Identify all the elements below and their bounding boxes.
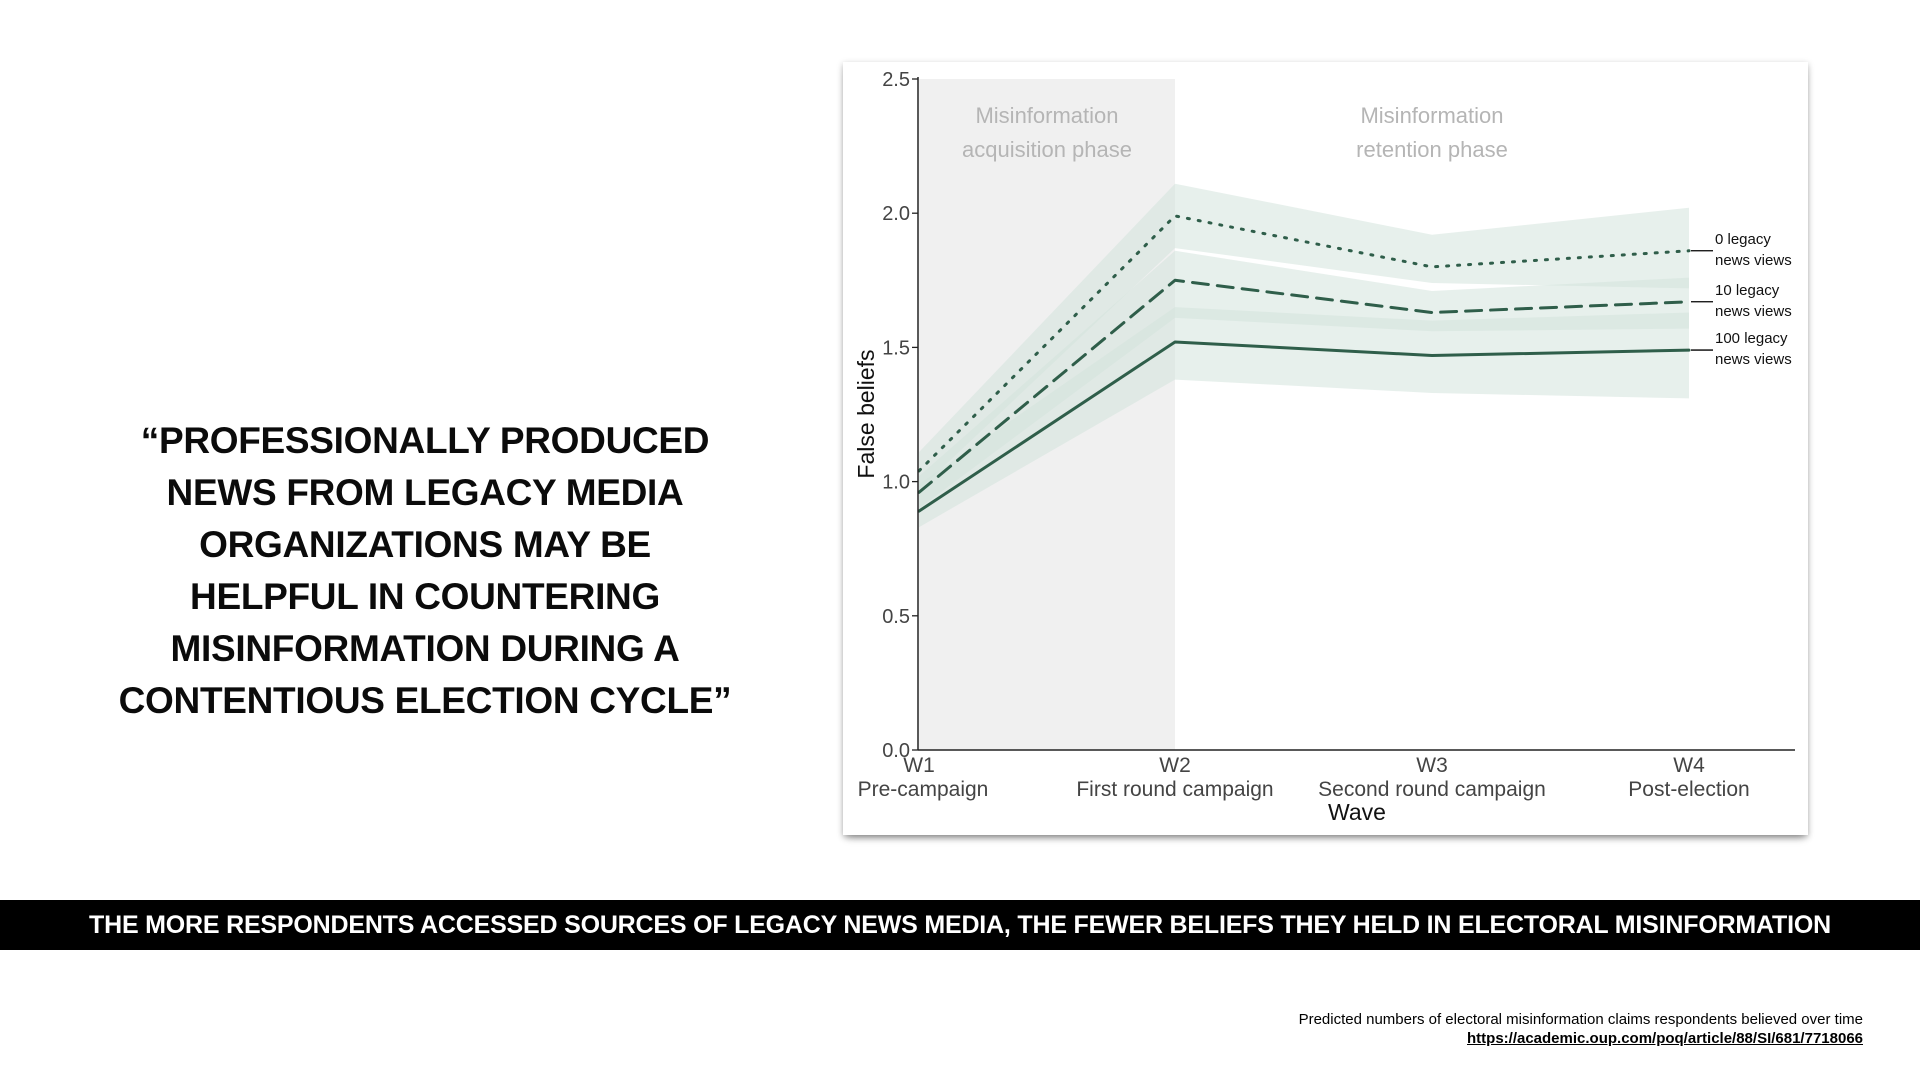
y-tick-label: 2.5 xyxy=(882,69,910,91)
x-tick-sublabel: Pre-campaign xyxy=(858,778,989,801)
legend-label: news views xyxy=(1715,303,1792,320)
phase-label: Misinformation xyxy=(1360,103,1503,128)
quote-line: “PROFESSIONALLY PRODUCED xyxy=(140,420,710,461)
x-tick-sublabel: First round campaign xyxy=(1076,778,1273,801)
pull-quote: “PROFESSIONALLY PRODUCED NEWS FROM LEGAC… xyxy=(60,415,790,727)
legend-label: 0 legacy xyxy=(1715,231,1771,248)
quote-line: MISINFORMATION DURING A xyxy=(170,628,680,669)
phase-label: retention phase xyxy=(1356,137,1508,162)
y-axis-title: False beliefs xyxy=(853,349,879,478)
confidence-band xyxy=(919,307,1689,528)
series-line xyxy=(917,278,1691,494)
y-tick-label: 0.0 xyxy=(882,740,910,762)
x-axis-title: Wave xyxy=(1328,799,1386,825)
series-line xyxy=(917,340,1691,513)
x-tick-label: W3 xyxy=(1416,754,1448,777)
y-tick-label: 1.5 xyxy=(882,337,910,359)
y-tick-label: 1.0 xyxy=(882,472,910,494)
legend-label: news views xyxy=(1715,351,1792,368)
caption-description: Predicted numbers of electoral misinform… xyxy=(1298,1011,1863,1028)
source-caption: Predicted numbers of electoral misinform… xyxy=(1299,1010,1863,1048)
x-tick-sublabel: Second round campaign xyxy=(1318,778,1546,801)
legend-label: news views xyxy=(1715,252,1792,269)
phase-label: Misinformation xyxy=(975,103,1118,128)
source-link[interactable]: https://academic.oup.com/poq/article/88/… xyxy=(1467,1030,1863,1047)
y-tick-label: 2.0 xyxy=(882,203,910,225)
x-tick-sublabel: Post-election xyxy=(1628,778,1749,801)
quote-line: HELPFUL IN COUNTERING xyxy=(190,576,660,617)
x-tick-label: W1 xyxy=(903,754,935,777)
x-tick-label: W4 xyxy=(1673,754,1705,777)
headline-banner: THE MORE RESPONDENTS ACCESSED SOURCES OF… xyxy=(0,900,1920,950)
chart-card: Misinformation acquisition phase Misinform… xyxy=(843,62,1808,835)
x-tick-label: W2 xyxy=(1159,754,1191,777)
confidence-band xyxy=(919,250,1689,509)
false-beliefs-chart: Misinformation acquisition phase Misinform… xyxy=(853,69,1795,825)
y-tick-label: 0.5 xyxy=(882,606,910,628)
confidence-band xyxy=(919,183,1689,490)
phase-label: acquisition phase xyxy=(962,137,1132,162)
legend-label: 100 legacy xyxy=(1715,330,1788,347)
legend-label: 10 legacy xyxy=(1715,282,1780,299)
quote-line: CONTENTIOUS ELECTION CYCLE” xyxy=(118,680,732,721)
quote-line: NEWS FROM LEGACY MEDIA xyxy=(166,472,684,513)
quote-line: ORGANIZATIONS MAY BE xyxy=(199,524,651,565)
